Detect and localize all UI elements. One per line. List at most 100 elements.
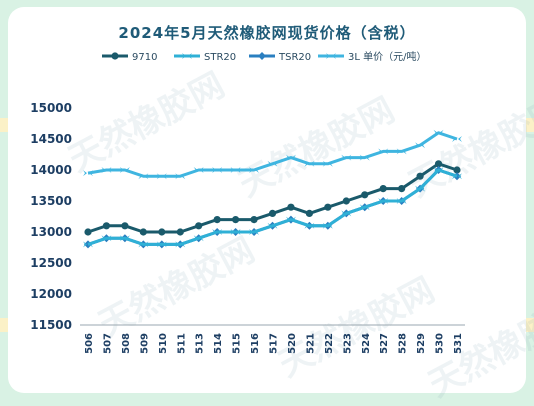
x-tick-label: 522 [324,333,335,354]
data-point [396,148,401,155]
data-point [415,142,420,149]
data-point [156,241,161,248]
data-point [181,173,186,180]
x-tick-label: 514 [213,333,224,354]
data-point [322,160,327,167]
data-point [402,198,407,204]
data-point [347,154,352,161]
data-point [402,148,407,155]
data-point [415,185,420,192]
data-point [453,166,461,174]
data-point [249,229,254,235]
data-point [268,209,277,217]
chart-legend: 9710 STR20 TSR20 3L 单价（元/吨） [102,50,426,63]
y-tick-label: 11500 [30,318,72,332]
data-point [421,142,426,149]
data-point [212,167,217,173]
y-tick-label: 14000 [30,163,72,177]
data-point [213,216,221,224]
data-point [249,167,254,173]
data-point [378,148,383,155]
data-point [452,136,456,142]
data-point [89,241,93,248]
series-2 [84,166,461,249]
series-1 [83,167,462,248]
x-tick-label: 524 [361,333,372,354]
series-0 [84,160,461,236]
legend-marker [188,53,192,59]
data-point [195,222,203,230]
data-point [232,216,240,224]
x-tick-label: 516 [250,333,261,354]
legend-label: TSR20 [278,52,311,63]
y-tick-label: 12000 [30,287,72,301]
x-tick-label: 530 [435,333,446,354]
data-point [434,160,443,168]
legend-marker [326,53,330,59]
data-point [310,160,315,167]
data-point [291,154,296,161]
legend-item: TSR20 [249,52,311,63]
data-point [255,229,260,235]
data-point [158,228,166,236]
data-point [250,216,258,224]
data-point [125,167,130,173]
data-point [341,154,346,161]
data-point [416,172,424,180]
data-point [199,235,204,242]
data-point [361,191,369,199]
data-point [342,197,350,205]
data-point [328,160,333,167]
data-point [119,235,124,242]
y-tick-label: 14500 [30,132,72,146]
legend-marker [258,52,266,60]
data-point [458,136,462,142]
data-point [291,216,296,223]
legend-label: 3L 单价（元/吨） [348,50,426,63]
data-point [218,229,223,235]
data-point [310,222,315,229]
legend-marker [111,52,119,60]
data-point [384,148,389,155]
data-point [267,160,272,167]
x-tick-label: 510 [158,333,169,354]
data-point [139,228,147,236]
data-point [83,170,87,177]
data-point [107,235,112,242]
data-point [322,222,327,229]
y-tick-label: 13500 [30,194,72,208]
data-point [341,210,346,217]
data-point [347,210,352,217]
data-point [439,129,444,136]
x-tick-label: 508 [121,333,132,354]
legend-marker [182,53,186,59]
data-point [285,216,290,223]
series-line [87,168,458,246]
data-point [107,167,112,173]
data-point [138,173,143,180]
data-point [218,167,223,173]
data-point [84,228,92,236]
x-tick-label: 513 [195,333,206,354]
data-point [176,228,184,236]
series-line [87,131,458,178]
data-point [304,222,309,229]
data-point [175,241,180,248]
data-point [193,235,198,242]
data-point [138,241,143,248]
data-point [452,173,456,180]
data-point [273,160,278,167]
data-point [193,167,198,173]
data-point [433,167,438,173]
y-tick-label: 13000 [30,225,72,239]
data-point [421,185,426,192]
x-tick-label: 506 [84,333,95,354]
data-point [458,173,462,180]
legend-item: STR20 [174,52,236,63]
x-tick-label: 515 [232,333,243,354]
data-point [287,203,295,211]
data-point [324,203,332,211]
data-point [396,198,401,204]
data-point [144,173,149,180]
